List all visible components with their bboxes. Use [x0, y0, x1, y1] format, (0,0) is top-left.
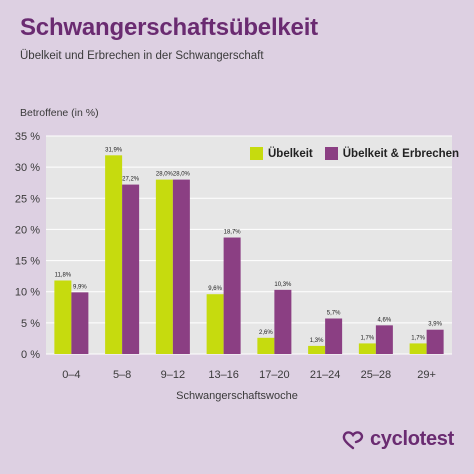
bar-value-label: 27,2% — [122, 177, 140, 183]
y-axis-label: Betroffene (in %) — [20, 107, 99, 119]
y-tick-label: 35 % — [15, 131, 40, 143]
bar — [105, 155, 123, 354]
y-tick-label: 30 % — [15, 162, 40, 174]
bar-value-label: 11,8% — [55, 273, 72, 279]
bar-value-label: 3,9% — [428, 322, 442, 328]
bar-value-label: 1,3% — [310, 338, 324, 344]
legend-label-uebelkeit: Übelkeit — [268, 147, 313, 160]
legend-item-uebelkeit-erbrechen: Übelkeit & Erbrechen — [324, 147, 460, 160]
bar — [206, 294, 224, 354]
y-tick-label: 0 % — [21, 349, 40, 361]
bar — [54, 280, 72, 354]
bar-value-label: 9,9% — [73, 284, 87, 290]
bar-value-label: 5,7% — [327, 310, 341, 316]
bar — [257, 337, 275, 354]
x-tick-label: 25–28 — [361, 369, 392, 381]
bar — [358, 343, 376, 354]
bar — [155, 179, 173, 354]
bar — [375, 325, 393, 354]
brand-logo: cyclotest — [341, 428, 454, 451]
bar — [71, 292, 89, 354]
x-tick-label: 9–12 — [161, 369, 185, 381]
y-tick-label: 15 % — [15, 256, 40, 268]
bar — [308, 345, 326, 354]
bar-value-label: 28,0% — [156, 172, 174, 178]
bar-value-label: 18,7% — [224, 230, 242, 236]
bar-value-label: 2,6% — [259, 330, 273, 336]
bar — [325, 318, 343, 354]
x-tick-label: 13–16 — [208, 369, 239, 381]
x-axis-label: Schwangerschaftswoche — [176, 390, 298, 402]
y-tick-label: 5 % — [21, 318, 40, 330]
bar-value-label: 31,9% — [105, 147, 123, 153]
cyclotest-logo-icon — [342, 430, 364, 449]
x-tick-label: 0–4 — [62, 369, 80, 381]
bar — [172, 179, 190, 354]
bar-value-label: 1,7% — [361, 335, 375, 341]
bar-value-label: 28,0% — [173, 172, 191, 178]
bar — [223, 237, 241, 354]
bar — [122, 184, 140, 354]
legend-label-uebelkeit-erbrechen: Übelkeit & Erbrechen — [342, 147, 460, 160]
bar — [409, 343, 427, 354]
legend: Übelkeit Übelkeit & Erbrechen — [250, 147, 465, 160]
bar-value-label: 1,7% — [411, 335, 425, 341]
chart-title: Schwangerschaftsübelkeit — [20, 14, 318, 41]
y-tick-label: 20 % — [15, 224, 40, 236]
x-tick-label: 17–20 — [259, 369, 290, 381]
bar — [426, 329, 444, 354]
legend-swatch-uebelkeit — [250, 147, 263, 160]
x-tick-label: 21–24 — [310, 369, 341, 381]
y-tick-label: 25 % — [15, 193, 40, 205]
brand-name: cyclotest — [369, 428, 454, 450]
legend-swatch-uebelkeit-erbrechen — [324, 147, 338, 160]
x-tick-label: 5–8 — [113, 369, 131, 381]
x-tick-label: 29+ — [417, 369, 436, 381]
y-tick-label: 10 % — [15, 287, 40, 299]
legend-item-uebelkeit: Übelkeit — [250, 147, 313, 160]
bar — [274, 289, 292, 354]
bar-value-label: 9,6% — [208, 286, 222, 292]
chart-subtitle: Übelkeit und Erbrechen in der Schwangers… — [20, 50, 264, 62]
bar-value-label: 4,6% — [378, 317, 392, 323]
bar-value-label: 10,3% — [274, 282, 292, 288]
